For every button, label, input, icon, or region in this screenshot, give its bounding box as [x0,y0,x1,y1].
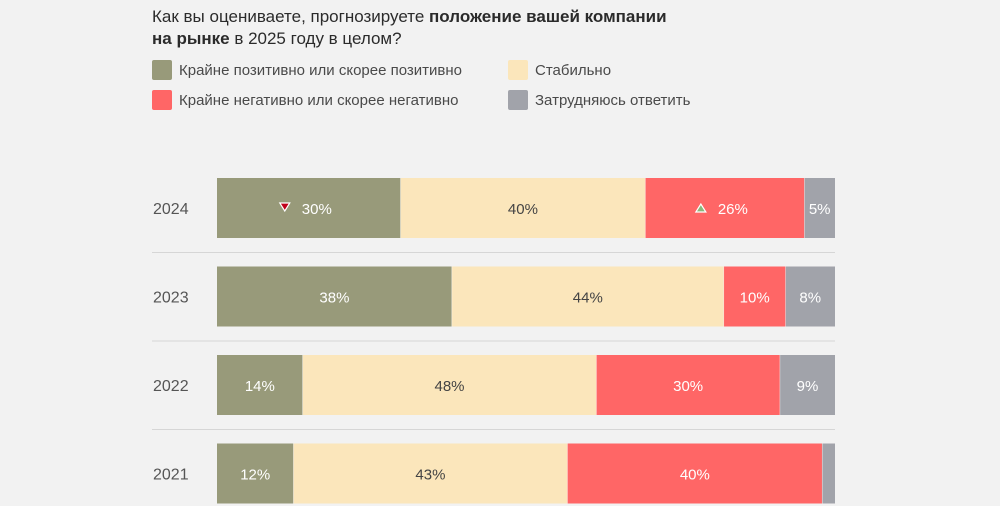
bar-segment-2021-1 [293,443,568,504]
bar-segment-2021-3 [822,443,835,504]
value-label-2021-2: 40% [680,467,710,484]
value-label-2022-2: 30% [673,378,703,395]
year-label-2022: 2022 [153,378,189,395]
title-bold-2: на рынке [152,29,230,48]
value-label-2022-0: 14% [245,378,275,395]
bar-segment-2023-1 [451,266,724,327]
legend-item-positive: Крайне позитивно или скорее позитивно [152,60,462,80]
bar-segment-2023-2 [723,266,786,327]
trend-up-icon [694,202,707,213]
bar-segment-2021-0 [217,443,294,504]
legend-label-stable: Стабильно [535,61,612,79]
trend-down-icon [278,202,291,213]
value-label-2024-0: 30% [302,201,332,218]
chart-title: Как вы оцениваете, прогнозируете положен… [152,6,772,50]
year-label-2021: 2021 [153,467,189,484]
title-bold-1: положение вашей компании [429,7,667,26]
value-label-2021-0: 12% [240,467,270,484]
value-label-2022-1: 48% [434,378,464,395]
bar-segment-2024-2 [645,178,805,238]
legend-item-stable: Стабильно [508,60,611,80]
title-part-2: в 2025 году в целом? [229,29,402,48]
value-label-2023-1: 44% [573,290,603,307]
value-label-2023-3: 8% [799,290,821,307]
bar-segment-2024-1 [400,178,646,238]
year-label-2024: 2024 [153,201,189,218]
value-label-2024-2: 26% [718,201,748,218]
legend-label-negative: Крайне негативно или скорее негативно [179,91,459,109]
legend-swatch-unsure [508,90,528,110]
legend-item-negative: Крайне негативно или скорее негативно [152,90,458,110]
value-label-2024-3: 5% [809,201,831,218]
title-part-1: Как вы оцениваете, прогнозируете [152,7,430,26]
value-label-2021-1: 43% [415,467,445,484]
value-label-2024-1: 40% [508,201,538,218]
legend-swatch-stable [508,60,528,80]
bar-segment-2023-0 [217,266,452,327]
bar-segment-2024-0 [217,178,401,238]
legend-item-unsure: Затрудняюсь ответить [508,90,690,110]
bar-segment-2021-2 [567,443,823,504]
bar-segment-2024-3 [804,178,835,238]
bar-segment-2022-1 [302,355,597,415]
value-label-2023-2: 10% [740,290,770,307]
bar-segment-2022-0 [217,355,303,415]
bar-segment-2022-3 [779,355,835,415]
value-label-2022-3: 9% [797,378,819,395]
legend-label-unsure: Затрудняюсь ответить [535,91,691,109]
legend-swatch-negative [152,90,172,110]
bar-segment-2023-3 [785,266,835,327]
bar-segment-2022-2 [596,355,780,415]
legend-label-positive: Крайне позитивно или скорее позитивно [179,61,463,79]
legend-swatch-positive [152,60,172,80]
value-label-2023-0: 38% [319,290,349,307]
year-label-2023: 2023 [153,290,189,307]
